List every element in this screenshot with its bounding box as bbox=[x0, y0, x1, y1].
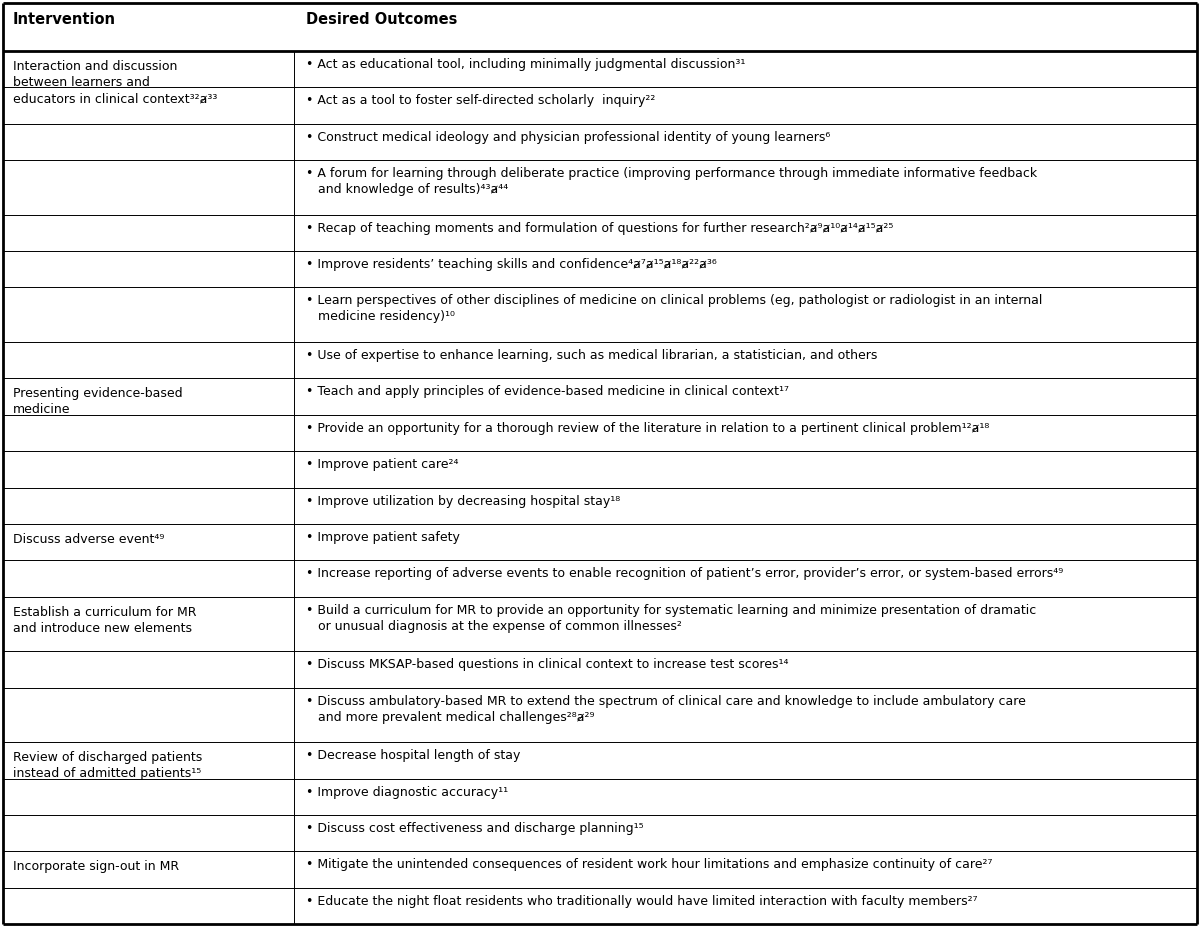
Text: • Learn perspectives of other disciplines of medicine on clinical problems (eg, : • Learn perspectives of other discipline… bbox=[306, 295, 1043, 324]
Text: Interaction and discussion
between learners and
educators in clinical context³²ⱥ: Interaction and discussion between learn… bbox=[13, 60, 217, 105]
Text: • Provide an opportunity for a thorough review of the literature in relation to : • Provide an opportunity for a thorough … bbox=[306, 422, 989, 435]
Text: • Decrease hospital length of stay: • Decrease hospital length of stay bbox=[306, 749, 521, 762]
Text: • Discuss MKSAP-based questions in clinical context to increase test scores¹⁴: • Discuss MKSAP-based questions in clini… bbox=[306, 658, 788, 671]
Text: • Educate the night float residents who traditionally would have limited interac: • Educate the night float residents who … bbox=[306, 895, 978, 908]
Text: • Construct medical ideology and physician professional identity of young learne: • Construct medical ideology and physici… bbox=[306, 131, 830, 144]
Text: • Discuss cost effectiveness and discharge planning¹⁵: • Discuss cost effectiveness and dischar… bbox=[306, 822, 643, 835]
Text: • Act as a tool to foster self-directed scholarly  inquiry²²: • Act as a tool to foster self-directed … bbox=[306, 95, 655, 108]
Text: • Mitigate the unintended consequences of resident work hour limitations and emp: • Mitigate the unintended consequences o… bbox=[306, 858, 992, 871]
Text: • Build a curriculum for MR to provide an opportunity for systematic learning an: • Build a curriculum for MR to provide a… bbox=[306, 603, 1037, 632]
Text: • Increase reporting of adverse events to enable recognition of patient’s error,: • Increase reporting of adverse events t… bbox=[306, 567, 1063, 580]
Text: • Improve diagnostic accuracy¹¹: • Improve diagnostic accuracy¹¹ bbox=[306, 785, 508, 798]
Text: • A forum for learning through deliberate practice (improving performance throug: • A forum for learning through deliberat… bbox=[306, 167, 1037, 197]
Text: • Recap of teaching moments and formulation of questions for further research²ⱥ⁹: • Recap of teaching moments and formulat… bbox=[306, 222, 893, 235]
Text: Incorporate sign-out in MR: Incorporate sign-out in MR bbox=[13, 860, 179, 873]
Text: Intervention: Intervention bbox=[13, 12, 116, 27]
Text: • Improve patient safety: • Improve patient safety bbox=[306, 531, 460, 544]
Text: • Improve utilization by decreasing hospital stay¹⁸: • Improve utilization by decreasing hosp… bbox=[306, 494, 620, 507]
Text: • Improve patient care²⁴: • Improve patient care²⁴ bbox=[306, 458, 458, 471]
Text: • Teach and apply principles of evidence-based medicine in clinical context¹⁷: • Teach and apply principles of evidence… bbox=[306, 386, 790, 399]
Text: Desired Outcomes: Desired Outcomes bbox=[306, 12, 457, 27]
Text: • Improve residents’ teaching skills and confidence⁴ⱥ⁷ⱥ¹⁵ⱥ¹⁸ⱥ²²ⱥ³⁶: • Improve residents’ teaching skills and… bbox=[306, 258, 716, 271]
Text: • Use of expertise to enhance learning, such as medical librarian, a statisticia: • Use of expertise to enhance learning, … bbox=[306, 349, 877, 362]
Text: • Discuss ambulatory-based MR to extend the spectrum of clinical care and knowle: • Discuss ambulatory-based MR to extend … bbox=[306, 694, 1026, 724]
Text: Discuss adverse event⁴⁹: Discuss adverse event⁴⁹ bbox=[13, 533, 164, 546]
Text: Presenting evidence-based
medicine: Presenting evidence-based medicine bbox=[13, 387, 182, 416]
Text: • Act as educational tool, including minimally judgmental discussion³¹: • Act as educational tool, including min… bbox=[306, 58, 745, 71]
Text: Establish a curriculum for MR
and introduce new elements: Establish a curriculum for MR and introd… bbox=[13, 605, 197, 635]
Text: Review of discharged patients
instead of admitted patients¹⁵: Review of discharged patients instead of… bbox=[13, 751, 203, 781]
